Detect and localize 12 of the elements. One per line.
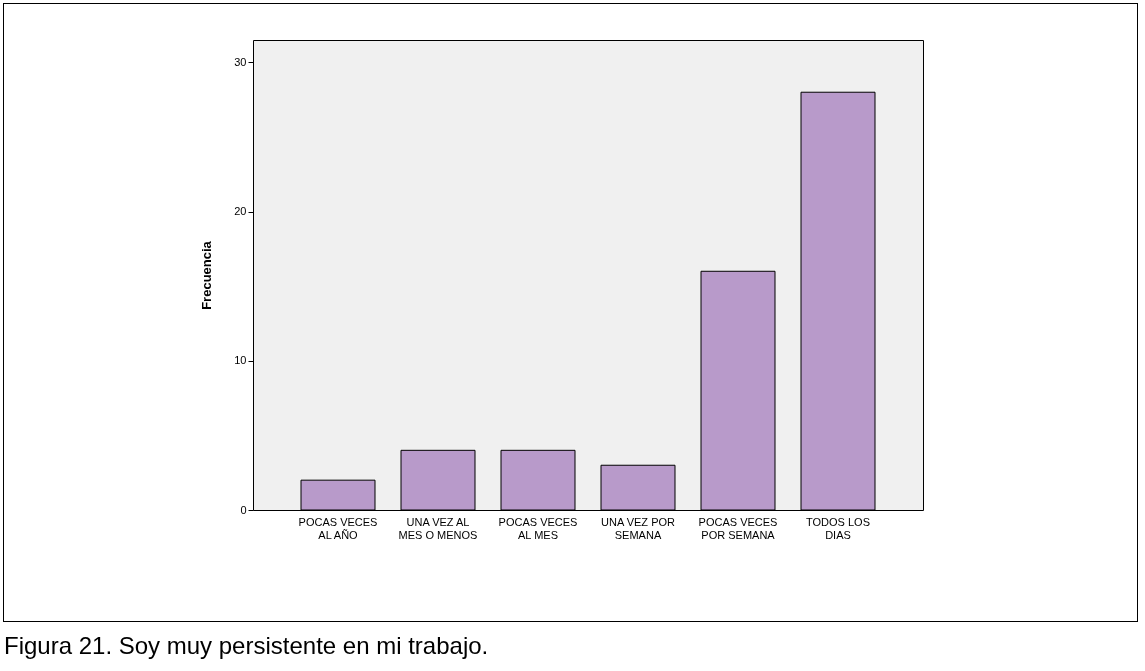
x-tick-label: POCAS VECES POR SEMANA <box>698 515 778 541</box>
y-tick-label: 20 <box>234 205 247 218</box>
y-tick-label: 10 <box>234 354 247 367</box>
text: Figura 21. Soy muy persistente en mi trabajo. <box>4 632 489 660</box>
x-tick-label: POCAS VECES AL MES <box>498 515 578 541</box>
x-tick-label: UNA VEZ AL MES O MENOS <box>398 515 478 541</box>
y-axis-title: Frecuencia <box>199 240 215 310</box>
x-tick-label: TODOS LOS DIAS <box>806 515 870 541</box>
y-tick-label: 0 <box>240 503 247 516</box>
x-tick-label: POCAS VECES AL AÑO <box>298 515 378 541</box>
y-tick-label: 30 <box>234 55 247 68</box>
x-tick-label: UNA VEZ POR SEMANA <box>601 515 676 541</box>
